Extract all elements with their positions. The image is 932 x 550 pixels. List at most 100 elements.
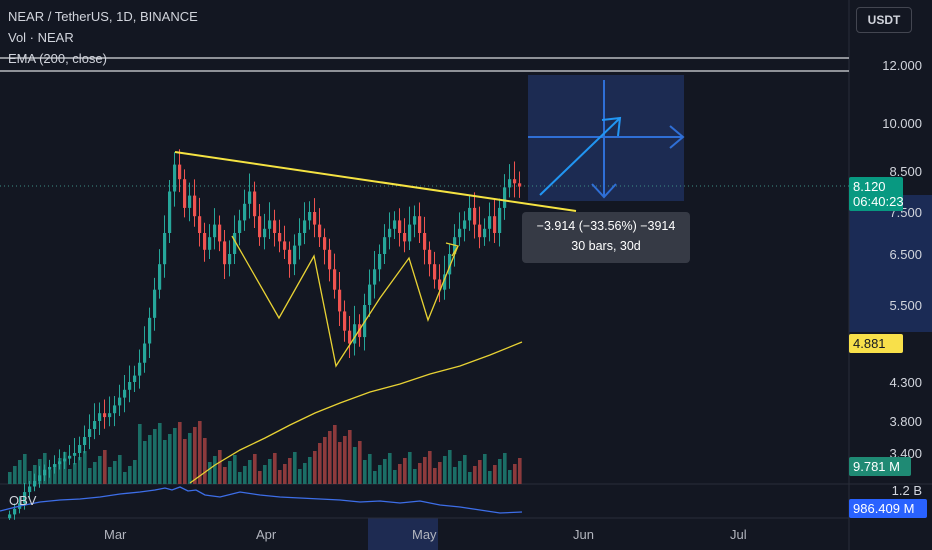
candle-body [188,195,192,208]
volume-bar [443,456,447,484]
candle-body [83,437,87,445]
candle-body [33,480,37,487]
candle-body [243,203,247,221]
candle-body [73,453,77,456]
candle-body [293,245,297,265]
price-tick-12: 12.000 [882,58,922,73]
volume-bar [113,461,117,484]
candle-body [518,183,522,187]
volume-bar [148,435,152,484]
volume-bar [328,431,332,484]
candle-body [88,429,92,437]
volume-bar [398,464,402,484]
month-label-mar: Mar [104,527,127,542]
price-range-highlight [849,195,932,332]
candle-body [303,220,307,233]
volume-bar [118,455,122,484]
ema-legend[interactable]: EMA (200, close) [8,51,107,66]
candle-body [43,469,47,476]
candle-body [78,445,82,453]
candle-body [93,421,97,429]
currency-button[interactable]: USDT [856,7,912,33]
descending-trendline[interactable] [174,151,577,212]
ema-200-line[interactable] [189,341,523,484]
volume-bar [388,453,392,484]
volume-bar [28,471,32,484]
candle-body [278,233,282,242]
month-label-apr: Apr [256,527,277,542]
volume-legend[interactable]: Vol · NEAR [8,30,74,45]
volume-bar [318,443,322,484]
candle-body [63,458,67,462]
volume-bar [168,434,172,484]
obv-legend[interactable]: OBV [9,493,37,508]
candle-body [473,207,477,225]
volume-bar [308,457,312,484]
candle-body [58,461,62,465]
volume-bar [268,459,272,484]
arrow-down-icon [591,183,617,199]
volume-bar [278,470,282,484]
measure-change: −3.914 (−33.56%) −3914 [536,219,676,233]
candle-body [338,289,342,312]
candle-body [258,216,262,238]
candle-body [318,224,322,238]
volume-bar [13,466,17,484]
volume-bar [483,454,487,484]
candle-body [288,249,292,265]
volume-bar [333,425,337,484]
candle-body [28,486,32,493]
candle-body [208,237,212,250]
volume-bar [383,459,387,484]
volume-bar [458,461,462,484]
volume-bar [463,455,467,484]
candle-body [218,224,222,242]
volume-bar [68,469,72,484]
volume-bar [143,441,147,484]
volume-bar [288,458,292,484]
volume-bar [88,468,92,484]
arrow-up-right-icon [601,116,622,137]
candle-body [183,179,187,208]
volume-bar [488,471,492,484]
candle-body [378,254,382,270]
symbol-legend[interactable]: NEAR / TetherUS, 1D, BINANCE [8,9,198,24]
candle-body [283,241,287,250]
obv-line[interactable] [0,486,523,514]
candle-body [348,330,352,344]
candle-body [493,216,497,233]
projection-diagonal-arrow[interactable] [539,118,620,196]
volume-bar [323,437,327,484]
volume-bar [473,466,477,484]
volume-bar [58,458,62,484]
volume-bar [183,439,187,484]
candle-body [113,405,117,414]
volume-bar [78,457,82,484]
price-tick-8-5: 8.500 [889,164,922,179]
candle-body [203,233,207,250]
volume-bar [508,470,512,484]
candle-body [213,224,217,238]
candle-body [158,264,162,290]
volume-bar [403,458,407,484]
volume-bar [93,462,97,484]
volume-bar [203,438,207,484]
candle-body [163,233,167,265]
candle-body [178,164,182,180]
volume-bar [283,464,287,484]
candle-body [368,284,372,305]
measure-duration: 30 bars, 30d [571,239,641,253]
month-label-may: May [412,527,437,542]
volume-bar [138,424,142,484]
candle-body [328,249,332,270]
volume-bar [248,460,252,484]
candle-body [488,216,492,229]
volume-bar [208,462,212,484]
w-pattern-drawing[interactable] [231,235,459,368]
candle-body [313,212,317,225]
volume-bar [428,451,432,484]
candle-body [108,413,112,418]
volume-bar [238,472,242,484]
